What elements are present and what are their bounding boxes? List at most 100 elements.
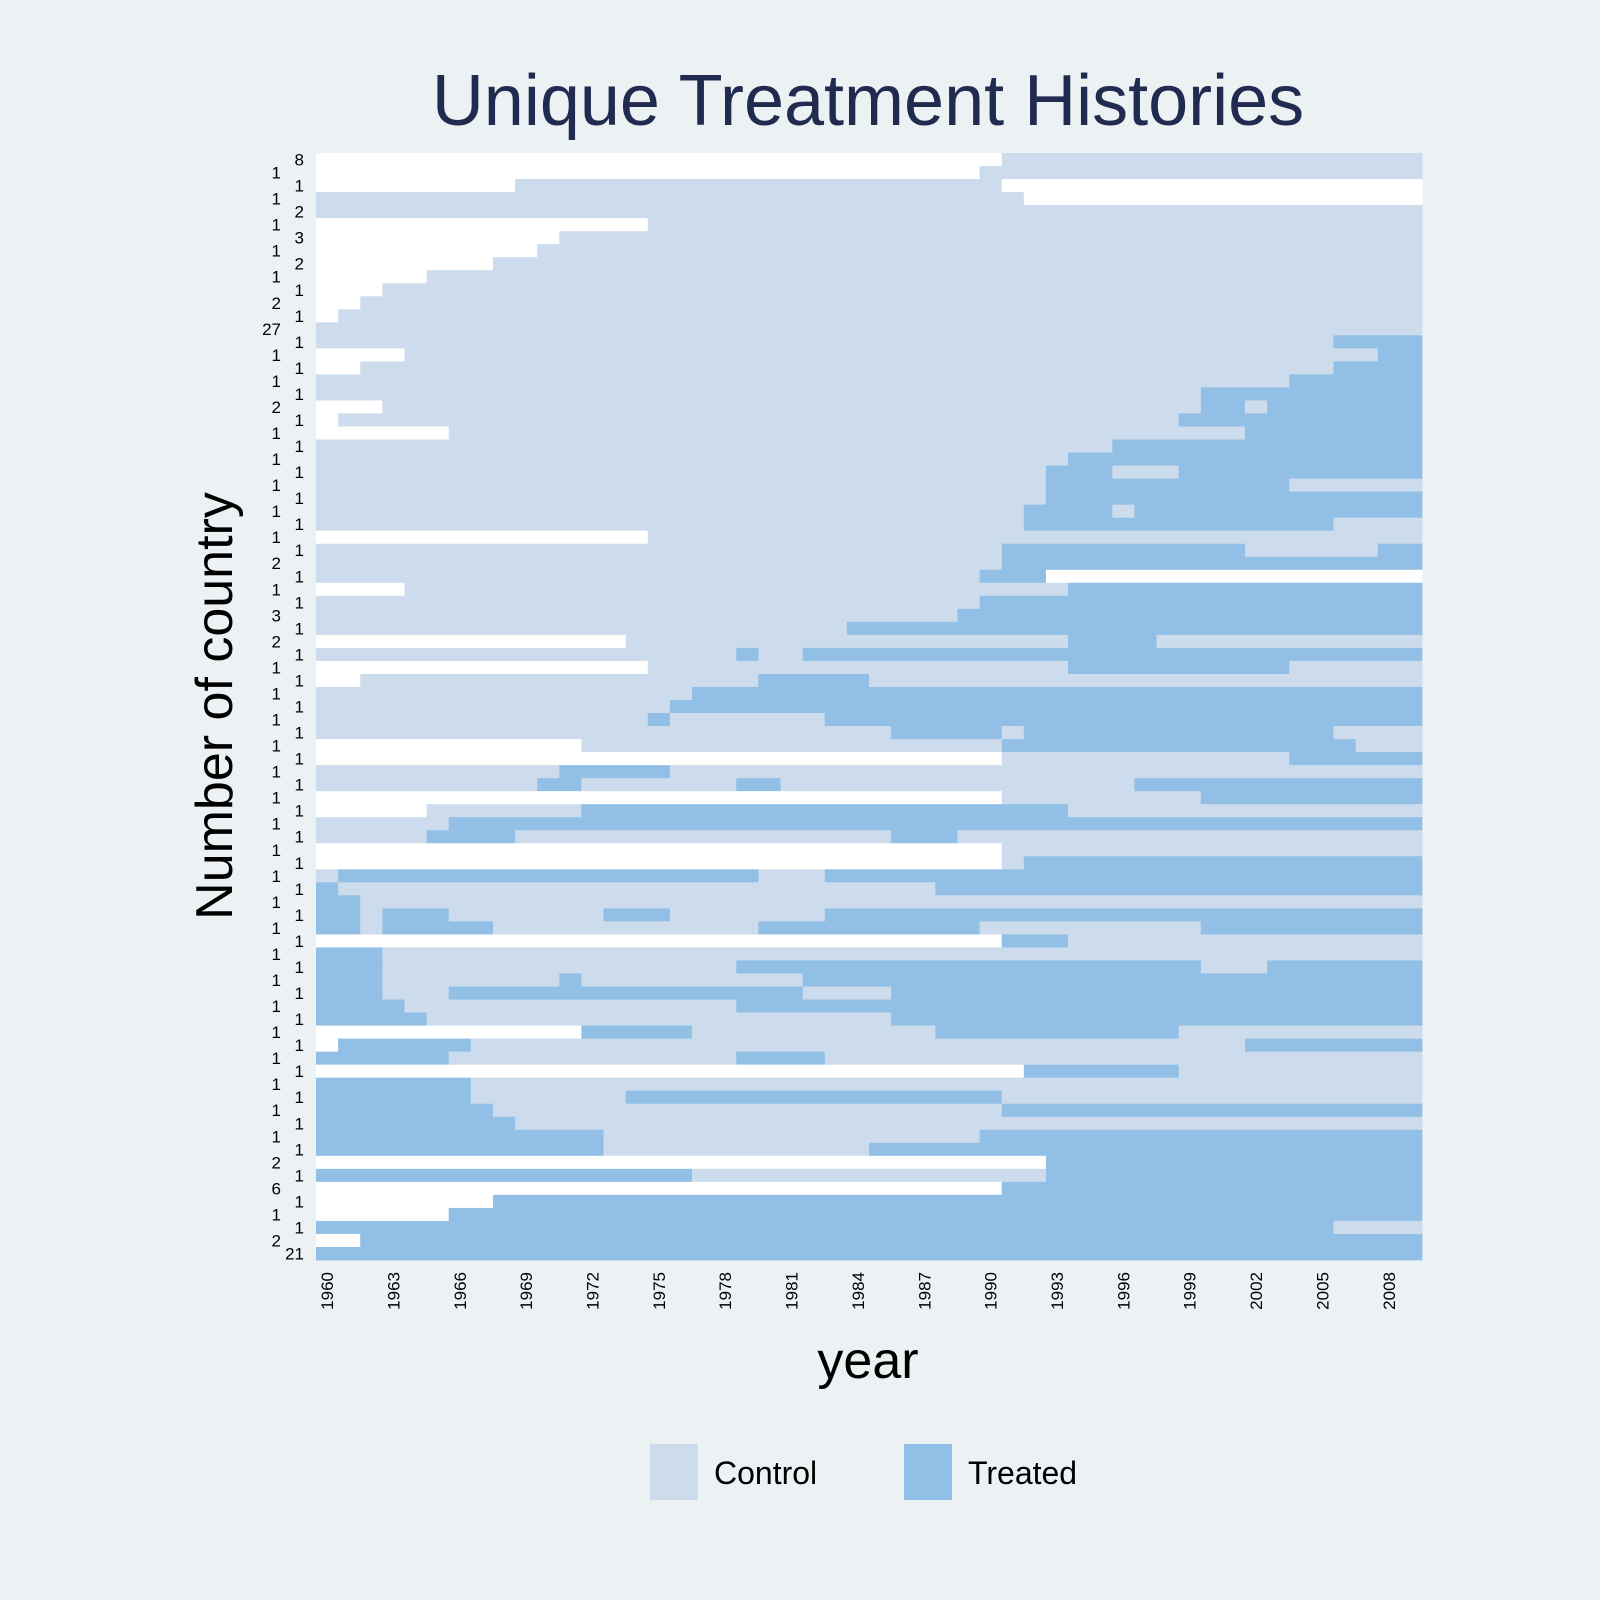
heatmap-segment: [1068, 660, 1290, 675]
x-tick-labels: 1960 1963 1966 1969 1972 1975 1978 1981 1984 1987…: [318, 1272, 1399, 1310]
heatmap-segment: [736, 1051, 826, 1066]
heatmap-segment: [316, 830, 427, 844]
heatmap-segment: [360, 895, 1423, 909]
heatmap-segment: [1200, 921, 1423, 935]
heatmap-segment: [581, 739, 1003, 753]
heatmap-segment: [382, 283, 1423, 297]
heatmap-segment: [316, 192, 1025, 206]
heatmap-segment: [1178, 465, 1423, 479]
row-count-label: 1: [272, 580, 281, 599]
heatmap-segment: [1068, 804, 1423, 818]
row-count-label: 1: [295, 489, 304, 508]
heatmap-segment: [979, 595, 1423, 610]
heatmap-segment: [382, 908, 450, 922]
heatmap-segment: [360, 908, 383, 922]
row-count-label: 1: [272, 997, 281, 1016]
heatmap-segment: [1001, 179, 1423, 193]
heatmap-segment: [360, 673, 759, 688]
heatmap-segment: [470, 1090, 627, 1105]
heatmap-segment: [515, 179, 1003, 193]
legend: Control Treated: [650, 1444, 1077, 1500]
heatmap-segment: [316, 335, 1334, 349]
heatmap-segment: [316, 752, 1003, 766]
heatmap-segment: [316, 504, 1025, 519]
heatmap-segment: [559, 973, 582, 987]
heatmap-segment: [1023, 504, 1113, 519]
x-tick-label: 1999: [1181, 1272, 1200, 1310]
heatmap-segment: [647, 218, 1423, 232]
heatmap-segment: [316, 348, 405, 362]
row-count-label: 1: [295, 1114, 304, 1133]
heatmap-segment: [824, 869, 1423, 883]
heatmap-segment: [338, 1038, 472, 1053]
heatmap-segment: [316, 582, 405, 597]
heatmap-segment: [1045, 1168, 1423, 1183]
heatmap-segment: [316, 244, 538, 258]
row-count-label: 1: [272, 164, 281, 183]
heatmap-segment: [625, 634, 1069, 649]
heatmap-segment: [316, 791, 1003, 805]
heatmap-segment: [360, 1233, 1423, 1248]
heatmap-segment: [1001, 1090, 1423, 1105]
row-count-label: 27: [262, 320, 281, 339]
heatmap-segment: [1001, 1103, 1423, 1118]
heatmap-segment: [316, 765, 560, 779]
heatmap-segment: [802, 986, 892, 1000]
row-count-label: 1: [295, 333, 304, 352]
row-count-label: 1: [272, 763, 281, 782]
row-count-label: 1: [295, 1166, 304, 1185]
heatmap-segment: [316, 973, 383, 987]
heatmap-segment: [603, 1129, 980, 1144]
heatmap-segment: [957, 830, 1423, 844]
row-count-label: 1: [295, 593, 304, 612]
row-count-label: 1: [272, 789, 281, 808]
row-count-label: 1: [295, 1218, 304, 1237]
heatmap-segment: [404, 999, 737, 1013]
row-count-label: 1: [272, 450, 281, 469]
heatmap-segment: [492, 1103, 1003, 1118]
row-count-label: 6: [272, 1179, 281, 1198]
heatmap-segment: [316, 1168, 693, 1183]
heatmap-segment: [979, 1129, 1423, 1144]
heatmap-segment: [426, 270, 1423, 284]
heatmap-segment: [316, 726, 892, 740]
heatmap-segment: [758, 869, 826, 883]
heatmap-segment: [647, 660, 1069, 675]
heatmap-segment: [360, 921, 383, 935]
heatmap-segment: [448, 908, 604, 922]
heatmap-segment: [1023, 192, 1423, 206]
heatmap-segment: [316, 361, 361, 375]
heatmap-segment: [1245, 400, 1268, 414]
heatmap-segment: [316, 1142, 604, 1157]
heatmap-segment: [316, 231, 560, 245]
heatmap-segment: [338, 309, 1423, 323]
row-count-label: 1: [295, 307, 304, 326]
heatmap-segment: [758, 921, 980, 935]
x-tick-label: 1978: [716, 1272, 735, 1310]
heatmap-segment: [316, 843, 1003, 857]
row-count-label: 1: [272, 658, 281, 677]
heatmap-segment: [603, 1142, 870, 1157]
heatmap-segment: [316, 270, 427, 284]
heatmap-segment: [1112, 439, 1423, 453]
row-count-label: 1: [272, 476, 281, 495]
row-count-label: 3: [272, 606, 281, 625]
heatmap-segment: [316, 296, 361, 310]
x-tick-label: 1972: [584, 1272, 603, 1310]
row-count-label: 2: [272, 294, 281, 313]
heatmap-segment: [824, 713, 1423, 727]
heatmap-segment: [1045, 1155, 1423, 1170]
row-count-label: 8: [295, 151, 304, 170]
row-count-label: 1: [295, 854, 304, 873]
row-count-label: 1: [295, 776, 304, 795]
heatmap-segment: [891, 726, 1003, 740]
row-count-label: 1: [272, 1023, 281, 1042]
row-count-label: 1: [295, 1010, 304, 1029]
heatmap-segment: [316, 999, 405, 1013]
heatmap-segment: [382, 400, 1202, 414]
heatmap-segment: [669, 765, 1423, 779]
heatmap-segment: [316, 595, 980, 610]
heatmap-segment: [515, 1116, 1423, 1131]
row-count-label: 2: [272, 1231, 281, 1250]
heatmap-segment: [316, 413, 339, 427]
